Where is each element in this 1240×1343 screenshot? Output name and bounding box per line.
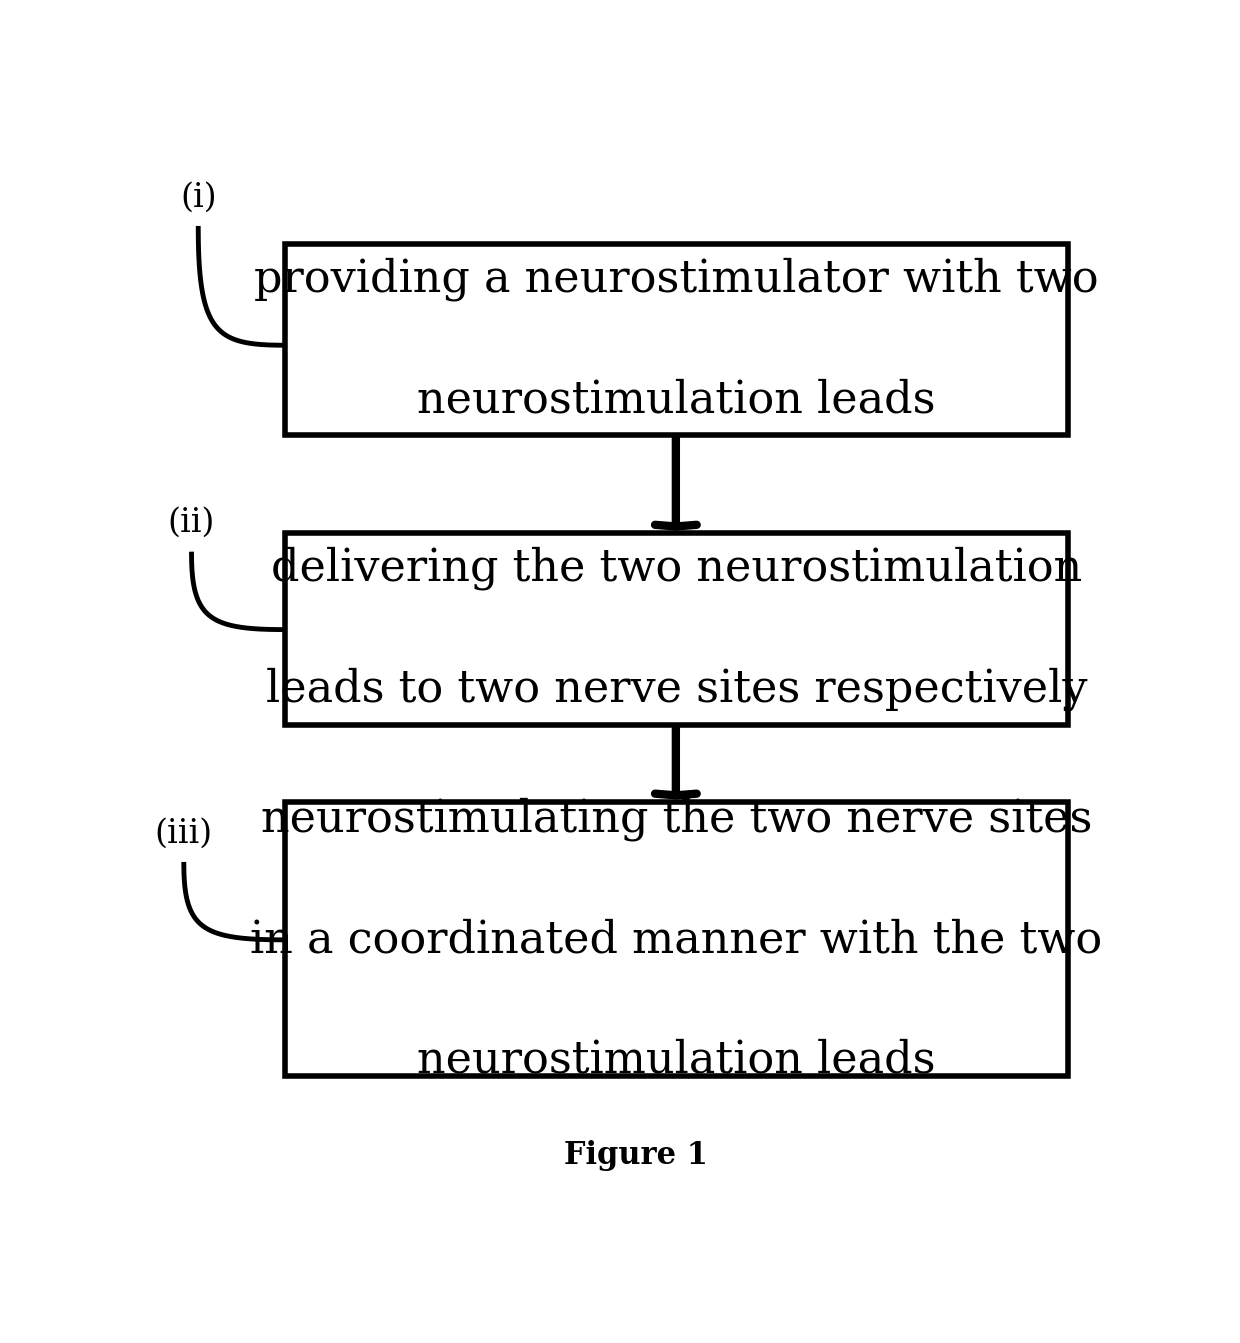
Text: (i): (i) xyxy=(180,181,217,214)
Text: Figure 1: Figure 1 xyxy=(563,1140,708,1171)
Bar xyxy=(285,802,1068,1076)
Bar xyxy=(285,533,1068,725)
Text: (ii): (ii) xyxy=(167,508,216,539)
Text: (iii): (iii) xyxy=(155,818,213,849)
Text: providing a neurostimulator with two

neurostimulation leads: providing a neurostimulator with two neu… xyxy=(254,258,1099,422)
Text: neurostimulating the two nerve sites

in a coordinated manner with the two

neur: neurostimulating the two nerve sites in … xyxy=(250,796,1102,1081)
Text: delivering the two neurostimulation

leads to two nerve sites respectively: delivering the two neurostimulation lead… xyxy=(265,547,1087,712)
Bar xyxy=(285,244,1068,435)
